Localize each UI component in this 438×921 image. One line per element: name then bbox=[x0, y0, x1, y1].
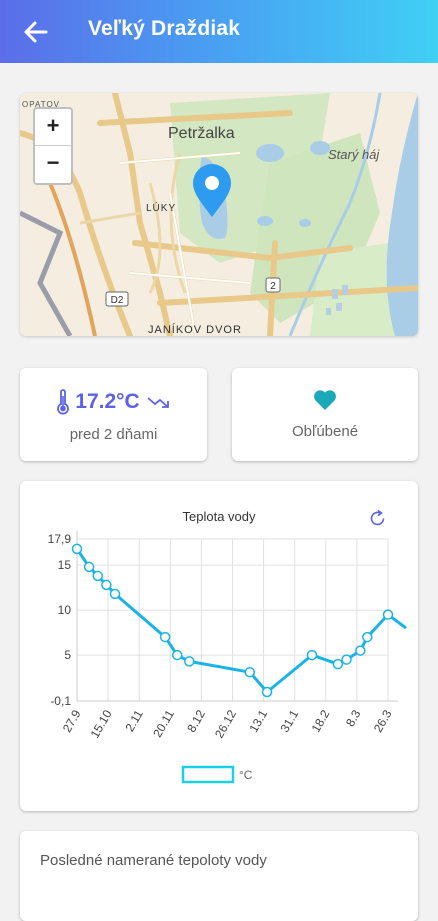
refresh-icon[interactable] bbox=[368, 509, 388, 529]
temperature-chart: Teplota vody 17,9 15 10 5 -0,127.9 15.10 2.11 20… bbox=[48, 509, 407, 784]
data-point bbox=[362, 631, 373, 643]
map-label-corner: OPATOV bbox=[22, 100, 60, 109]
x-tick-label: 31.1 bbox=[277, 707, 301, 735]
x-tick-label: 27.9 bbox=[60, 707, 84, 735]
map-label-petrzalka: Petržalka bbox=[168, 125, 235, 142]
data-point bbox=[101, 579, 112, 591]
app-bar: Veľký Draždiak bbox=[0, 0, 438, 63]
legend-label: °C bbox=[239, 768, 253, 782]
map-tiles: Petržalka Starý háj LÚKY JANÍKOV DVOR OP… bbox=[20, 93, 418, 336]
data-point bbox=[332, 658, 344, 670]
x-tick-label: 20.11 bbox=[150, 707, 177, 740]
chart-card: Teplota vody 17,9 15 10 5 -0,1 27.9 15.10 2.11 20… bbox=[20, 481, 418, 811]
y-tick-label: 5 bbox=[64, 648, 71, 662]
trend-down-icon bbox=[147, 397, 169, 408]
page-title: Veľký Draždiak bbox=[88, 17, 241, 40]
data-point bbox=[171, 649, 183, 661]
x-tick-label: 2.11 bbox=[122, 707, 146, 734]
zoom-out-button[interactable]: − bbox=[46, 150, 60, 175]
road-sign-2: 2 bbox=[265, 277, 281, 293]
data-point bbox=[83, 561, 95, 573]
data-point bbox=[244, 666, 256, 678]
data-point bbox=[92, 570, 103, 582]
thermometer-icon bbox=[57, 389, 70, 415]
data-point bbox=[184, 656, 195, 667]
road-sign-d2: D2 bbox=[105, 291, 129, 307]
data-point bbox=[341, 654, 352, 665]
data-point bbox=[382, 609, 394, 620]
chart-title: Teplota vody bbox=[183, 509, 256, 524]
map-label-janikov-dvor: JANÍKOV DVOR bbox=[148, 323, 242, 336]
temperature-time: pred 2 dňami bbox=[69, 426, 158, 443]
zoom-control: + − bbox=[33, 107, 73, 185]
temperature-value: 17.2°C bbox=[75, 390, 140, 413]
x-tick-label: 8.12 bbox=[184, 707, 208, 735]
svg-text:D2: D2 bbox=[111, 295, 124, 306]
favorite-label: Obľúbené bbox=[291, 423, 359, 440]
back-arrow-icon[interactable] bbox=[22, 18, 50, 46]
last-measured-title: Posledné namerané tepoloty vody bbox=[40, 852, 267, 869]
svg-text:2: 2 bbox=[270, 281, 276, 292]
y-tick-label: 15 bbox=[58, 558, 72, 572]
y-tick-label: 17,9 bbox=[48, 532, 72, 546]
x-tick-label: 8.3 bbox=[343, 707, 364, 729]
y-tick-label: -0,1 bbox=[50, 694, 71, 708]
x-tick-label: 15.10 bbox=[88, 707, 115, 740]
data-point bbox=[355, 645, 366, 656]
data-point bbox=[306, 649, 318, 661]
map-label-luky: LÚKY bbox=[146, 201, 176, 214]
last-measured-card: Posledné namerané tepoloty vody bbox=[20, 831, 418, 921]
map-label-stary-haj: Starý háj bbox=[328, 147, 380, 162]
data-point bbox=[71, 543, 83, 555]
heart-icon[interactable] bbox=[312, 388, 338, 412]
data-point bbox=[261, 686, 273, 698]
data-point bbox=[109, 588, 121, 600]
data-point bbox=[159, 631, 171, 643]
y-tick-label: 10 bbox=[58, 603, 72, 617]
x-tick-label: 13.1 bbox=[246, 707, 270, 735]
legend-swatch bbox=[181, 765, 235, 784]
favorite-card[interactable]: Obľúbené bbox=[232, 368, 418, 461]
zoom-in-button[interactable]: + bbox=[35, 109, 71, 146]
location-marker-icon[interactable] bbox=[193, 164, 231, 217]
x-tick-label: 26.3 bbox=[371, 707, 395, 735]
map-view[interactable]: Petržalka Starý háj LÚKY JANÍKOV DVOR OP… bbox=[20, 93, 418, 336]
temperature-card[interactable]: 17.2°C pred 2 dňami bbox=[20, 368, 207, 461]
x-tick-label: 18.2 bbox=[309, 707, 333, 735]
x-tick-label: 26.12 bbox=[212, 707, 239, 740]
